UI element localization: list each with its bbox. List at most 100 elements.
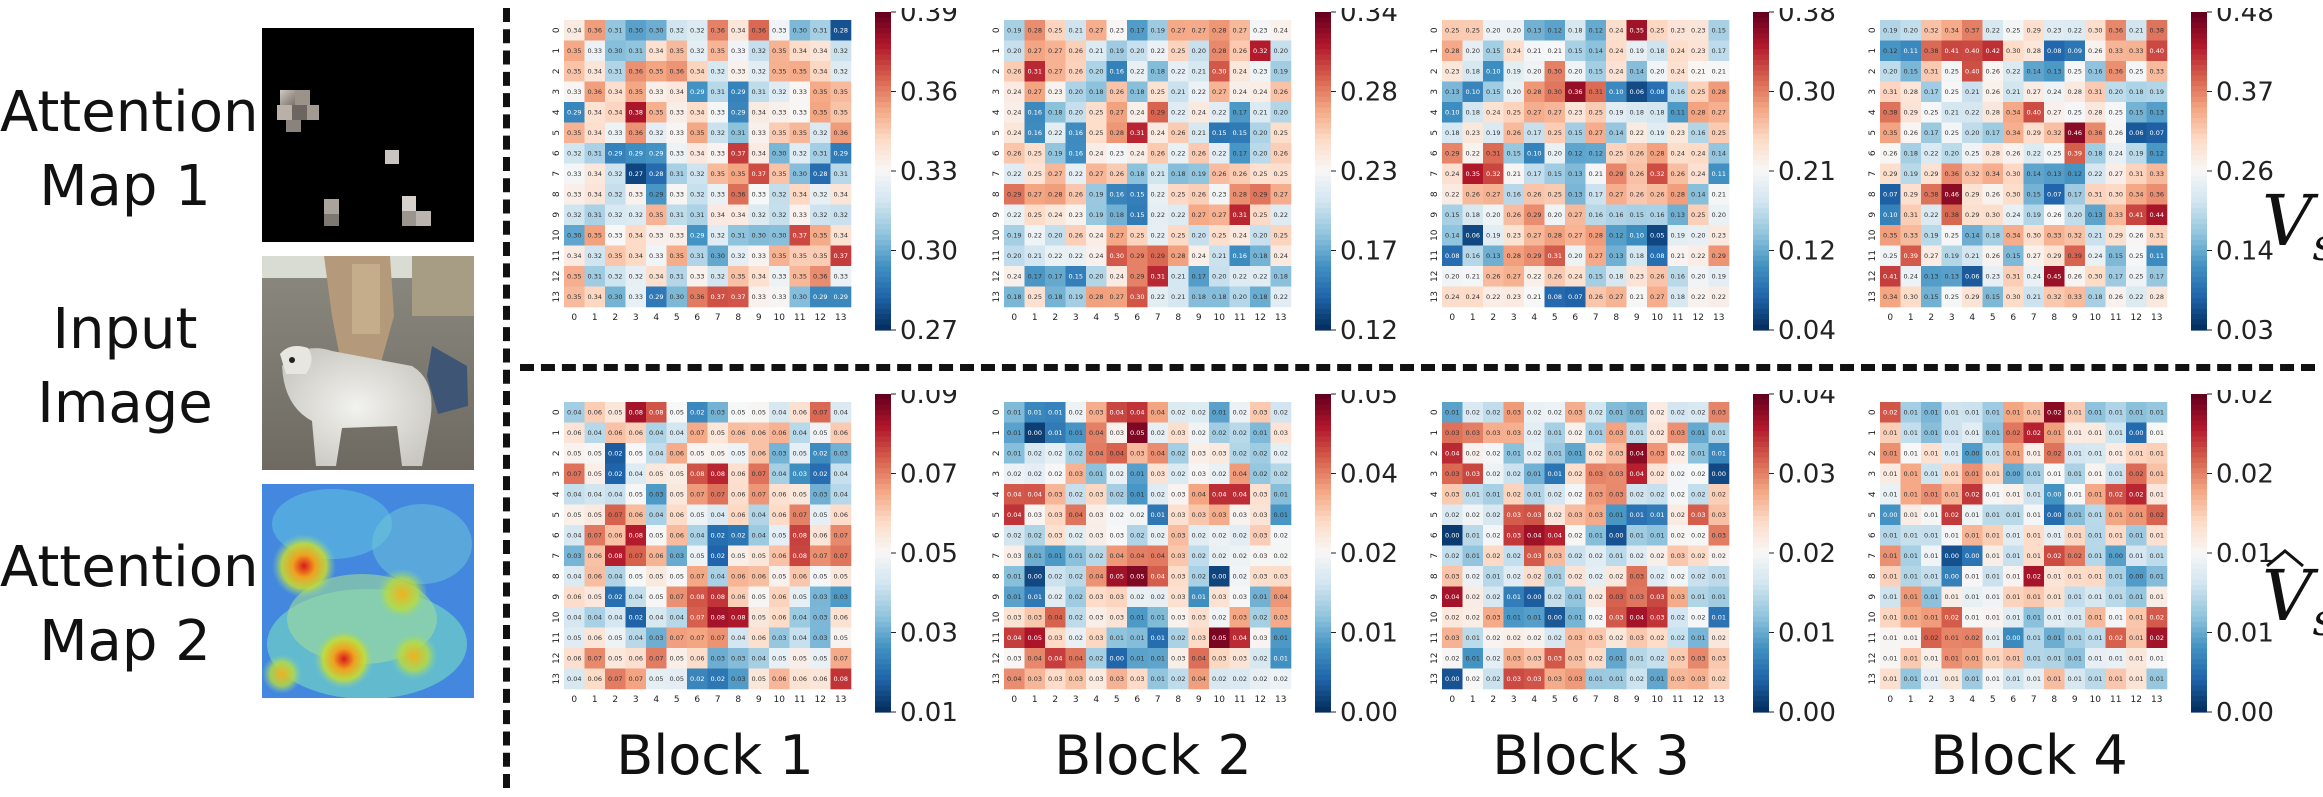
heatmap-cell bbox=[605, 668, 626, 690]
heatmap-cell bbox=[666, 463, 688, 485]
heatmap-cell bbox=[1250, 184, 1271, 205]
heatmap-cell-value: 0.23 bbox=[1466, 129, 1480, 137]
heatmap-cell-value: 0.04 bbox=[1028, 490, 1042, 498]
heatmap-cell bbox=[1168, 266, 1189, 287]
heatmap-cell-value: 0.03 bbox=[1650, 593, 1664, 601]
heatmap-cell bbox=[1647, 163, 1668, 185]
heatmap-cell bbox=[748, 648, 770, 669]
heatmap-cell bbox=[1688, 402, 1709, 423]
heatmap-cell-value: 0.04 bbox=[1007, 490, 1021, 498]
heatmap-cell-value: 0.27 bbox=[1028, 88, 1042, 96]
heatmap-cell-value: 0.00 bbox=[1945, 572, 1959, 580]
heatmap-cell bbox=[1209, 525, 1230, 546]
heatmap-cell bbox=[1962, 204, 1983, 226]
heatmap-cell-value: 0.35 bbox=[670, 47, 684, 55]
heatmap-cell bbox=[1024, 402, 1046, 423]
heatmap-cell-value: 0.33 bbox=[588, 47, 602, 55]
heatmap-cell-value: 0.33 bbox=[711, 149, 725, 157]
heatmap-cell bbox=[1250, 286, 1271, 308]
heatmap-cell bbox=[1544, 81, 1566, 103]
colorbar-segment bbox=[875, 531, 891, 538]
heatmap-cell bbox=[2023, 484, 2045, 505]
heatmap-cell bbox=[810, 422, 831, 444]
heatmap-cell-value: 0.05 bbox=[629, 572, 643, 580]
colorbar-segment bbox=[1753, 473, 1769, 480]
heatmap-cell-value: 0.44 bbox=[2150, 211, 2164, 219]
colorbar-tick-label: 0.02 bbox=[1340, 539, 1398, 569]
y-tick-label: 3 bbox=[1430, 471, 1440, 477]
x-tick-label: 4 bbox=[1969, 695, 1975, 705]
colorbar-segment bbox=[2191, 218, 2207, 225]
heatmap-cell bbox=[1921, 545, 1942, 567]
heatmap-cell-value: 0.19 bbox=[1671, 231, 1685, 239]
heatmap-cell bbox=[748, 545, 770, 567]
colorbar-segment bbox=[2191, 478, 2207, 485]
heatmap-cell-value: 0.20 bbox=[1548, 211, 1562, 219]
heatmap-cell bbox=[1127, 81, 1148, 103]
heatmap-cell-value: 0.02 bbox=[1671, 634, 1685, 642]
heatmap-cell-value: 0.02 bbox=[1630, 552, 1644, 560]
heatmap-cell-value: 0.26 bbox=[1212, 170, 1226, 178]
heatmap-cell bbox=[1065, 545, 1087, 567]
colorbar-segment bbox=[875, 415, 891, 422]
colorbar-segment bbox=[875, 441, 891, 448]
heatmap-cell bbox=[687, 81, 708, 103]
heatmap-cell bbox=[1585, 163, 1607, 185]
heatmap-cell-value: 0.04 bbox=[1069, 654, 1083, 662]
heatmap-cell bbox=[1708, 422, 1730, 444]
y-tick-label: 4 bbox=[1430, 491, 1440, 497]
heatmap-cell-value: 0.31 bbox=[670, 211, 684, 219]
heatmap-cell bbox=[1606, 184, 1627, 205]
colorbar-tick-label: 0.28 bbox=[1340, 78, 1398, 108]
heatmap-cell bbox=[2064, 184, 2086, 205]
heatmap-cell bbox=[1168, 504, 1189, 526]
heatmap-cell bbox=[1503, 525, 1525, 546]
heatmap-cell-value: 0.03 bbox=[1589, 490, 1603, 498]
heatmap-cell-value: 0.07 bbox=[2150, 129, 2164, 137]
heatmap-cell-value: 0.31 bbox=[2006, 272, 2020, 280]
heatmap-cell-value: 0.18 bbox=[1445, 129, 1459, 137]
heatmap-cell bbox=[1606, 484, 1627, 505]
colorbar-segment bbox=[2191, 133, 2207, 140]
heatmap-cell bbox=[1065, 122, 1087, 144]
heatmap-cell-value: 0.06 bbox=[731, 593, 745, 601]
colorbar-segment bbox=[1315, 324, 1331, 331]
heatmap-cell-value: 0.36 bbox=[1568, 88, 1582, 96]
heatmap-cell bbox=[1647, 504, 1668, 526]
heatmap-cell bbox=[1168, 525, 1189, 546]
heatmap-cell-value: 0.05 bbox=[670, 490, 684, 498]
colorbar-segment bbox=[1753, 637, 1769, 644]
heatmap-cell bbox=[2085, 20, 2106, 41]
heatmap-cell-value: 0.13 bbox=[1568, 190, 1582, 198]
heatmap-cell bbox=[1250, 102, 1271, 123]
heatmap-cell-value: 0.01 bbox=[2006, 613, 2020, 621]
heatmap-cell-value: 0.34 bbox=[608, 88, 622, 96]
heatmap-cell bbox=[1106, 648, 1128, 669]
heatmap-cell-value: 0.03 bbox=[1507, 675, 1521, 683]
heatmap-cell-value: 0.01 bbox=[1007, 408, 1021, 416]
heatmap-cell bbox=[1209, 586, 1230, 608]
heatmap-cell-value: 0.30 bbox=[752, 231, 766, 239]
heatmap-cell bbox=[1503, 607, 1525, 628]
heatmap-cell bbox=[1667, 143, 1689, 164]
x-tick-label: 6 bbox=[2010, 695, 2016, 705]
heatmap-cell-value: 0.27 bbox=[1089, 170, 1103, 178]
heatmap-cell bbox=[1524, 586, 1545, 608]
heatmap-cell bbox=[2064, 204, 2086, 226]
heatmap-cell-value: 0.03 bbox=[834, 593, 848, 601]
heatmap-cell bbox=[1065, 648, 1087, 669]
heatmap-cell bbox=[1647, 607, 1668, 628]
heatmap-cell bbox=[1442, 20, 1463, 41]
y-tick-label: 4 bbox=[992, 109, 1002, 115]
colorbar-segment bbox=[1753, 271, 1769, 278]
heatmap-cell-value: 0.04 bbox=[1007, 675, 1021, 683]
heatmap-cell-value: 0.37 bbox=[731, 293, 745, 301]
heatmap-cell-value: 0.38 bbox=[1924, 47, 1938, 55]
heatmap-cell bbox=[1462, 122, 1484, 144]
colorbar-segment bbox=[1753, 701, 1769, 708]
colorbar-tick-label: 0.33 bbox=[900, 157, 958, 187]
heatmap-cell-value: 0.22 bbox=[1028, 231, 1042, 239]
heatmap-cell bbox=[1962, 525, 1983, 546]
heatmap-cell-value: 0.25 bbox=[1274, 170, 1288, 178]
x-tick-label: 3 bbox=[1511, 695, 1517, 705]
